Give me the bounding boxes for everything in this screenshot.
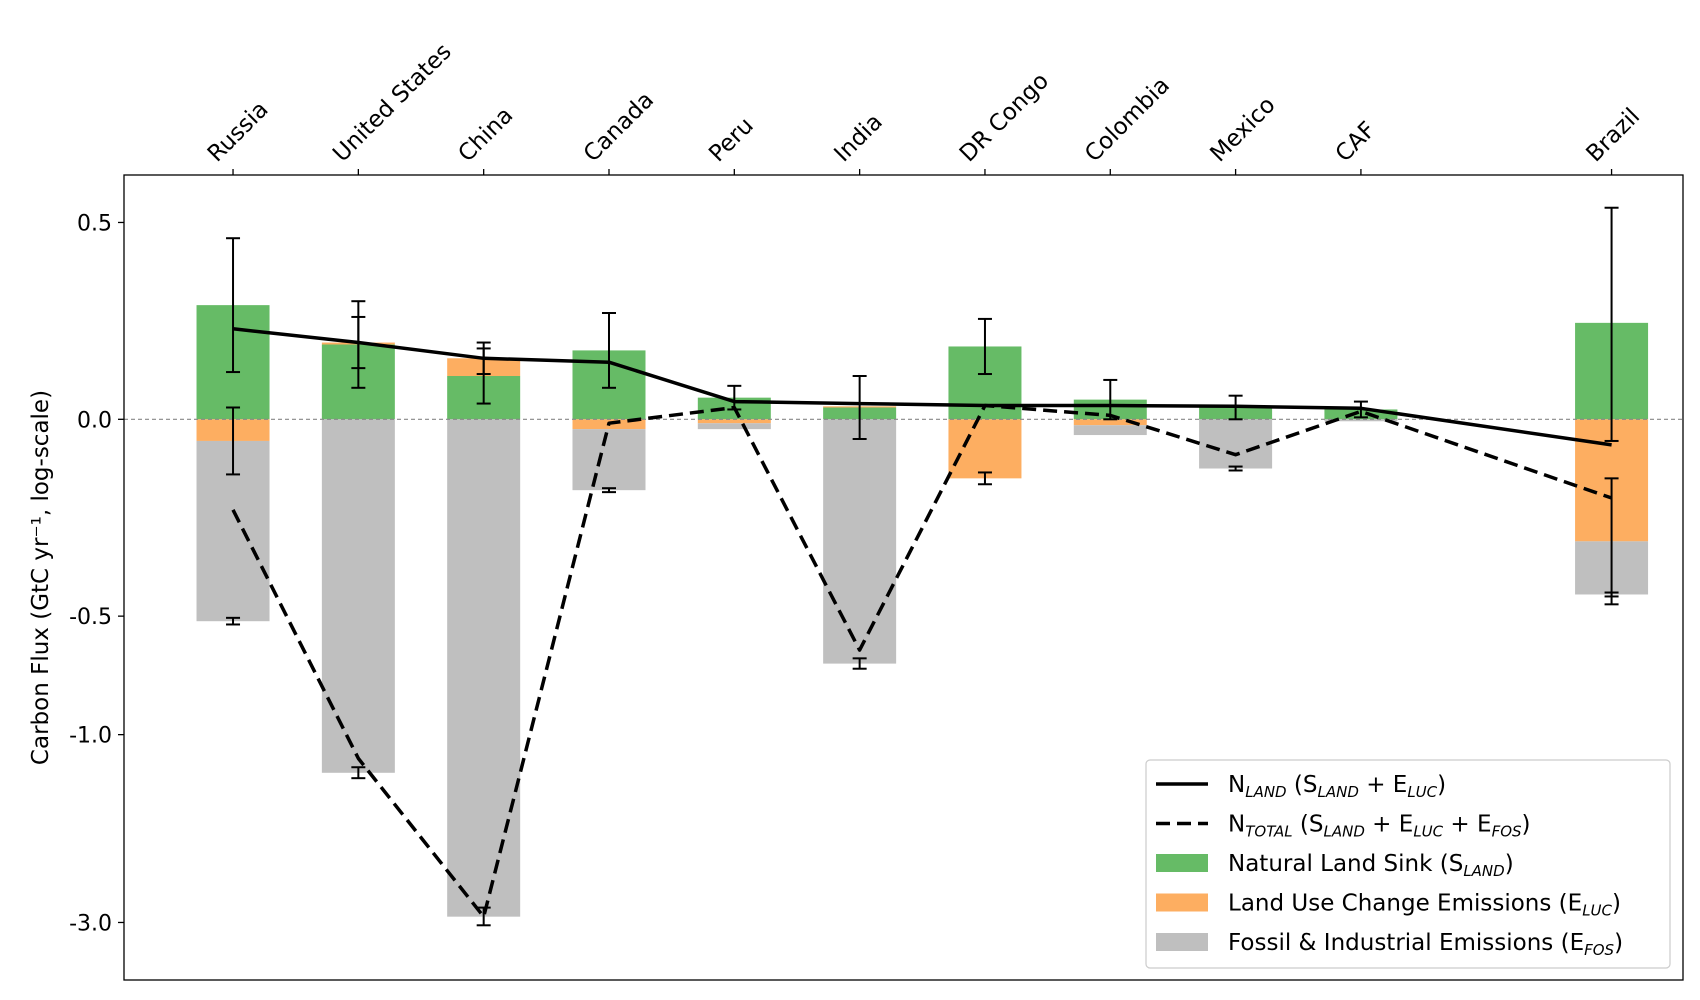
legend-label-1: NLAND (SLAND + ELUC) bbox=[1228, 772, 1446, 801]
x-tick-label-2: United States bbox=[328, 39, 457, 168]
x-tick-label-4: Canada bbox=[579, 87, 659, 167]
bar-2-5 bbox=[697, 419, 771, 424]
y-tick-label-2: 0.0 bbox=[77, 408, 112, 433]
y-tick-label-4: -1.0 bbox=[69, 724, 112, 749]
x-tick-label-5: Peru bbox=[704, 113, 759, 168]
bar-3-6 bbox=[823, 419, 897, 664]
y-tick-label-1: 0.5 bbox=[77, 211, 112, 236]
y-tick-label-5: -3.0 bbox=[69, 911, 112, 936]
plot-frame bbox=[123, 174, 1684, 981]
legend: NLAND (SLAND + ELUC) NTOTAL (SLAND + ELUC… bbox=[1145, 759, 1671, 969]
legend-swatch-5 bbox=[1156, 933, 1208, 951]
y-axis-label: Carbon Flux (GtC yr⁻¹, log-scale) bbox=[28, 390, 54, 765]
x-tick-label-7: DR Congo bbox=[955, 68, 1054, 167]
bar-3-2 bbox=[321, 419, 395, 773]
y-axis-label-layer: Carbon Flux (GtC yr⁻¹, log-scale) bbox=[28, 390, 54, 765]
y-tick-label-3: -0.5 bbox=[69, 605, 112, 630]
legend-box bbox=[1145, 759, 1671, 969]
legend-label-3: Natural Land Sink (SLAND) bbox=[1228, 851, 1514, 880]
plot-border bbox=[123, 174, 1684, 981]
bar-3-9 bbox=[1199, 419, 1273, 469]
bar-2-8 bbox=[1073, 419, 1147, 426]
legend-swatch-4 bbox=[1156, 893, 1208, 912]
x-tick-label-10: CAF bbox=[1331, 117, 1381, 167]
x-tick-label-6: India bbox=[829, 109, 887, 167]
x-tick-label-11: Brazil bbox=[1581, 103, 1645, 167]
bar-3-5 bbox=[697, 423, 771, 430]
x-tick-label-9: Mexico bbox=[1205, 92, 1280, 167]
x-tick-label-3: China bbox=[454, 102, 519, 167]
legend-swatch-3 bbox=[1156, 854, 1208, 872]
legend-label-2: NTOTAL (SLAND + ELUC + EFOS) bbox=[1228, 812, 1531, 841]
bar-3-4 bbox=[572, 429, 646, 491]
line-layer bbox=[231, 327, 1613, 919]
bar-3-10 bbox=[1324, 419, 1398, 422]
legend-label-4: Land Use Change Emissions (ELUC) bbox=[1228, 891, 1621, 920]
x-tick-label-8: Colombia bbox=[1080, 72, 1175, 167]
bar-2-7 bbox=[948, 419, 1022, 479]
x-tick-label-1: Russia bbox=[203, 97, 274, 168]
bar-3-8 bbox=[1073, 425, 1147, 436]
series-line-2 bbox=[231, 403, 1613, 919]
series-line-1 bbox=[232, 327, 1612, 447]
legend-label-5: Fossil & Industrial Emissions (EFOS) bbox=[1228, 930, 1623, 959]
bar-3-3 bbox=[447, 419, 521, 917]
